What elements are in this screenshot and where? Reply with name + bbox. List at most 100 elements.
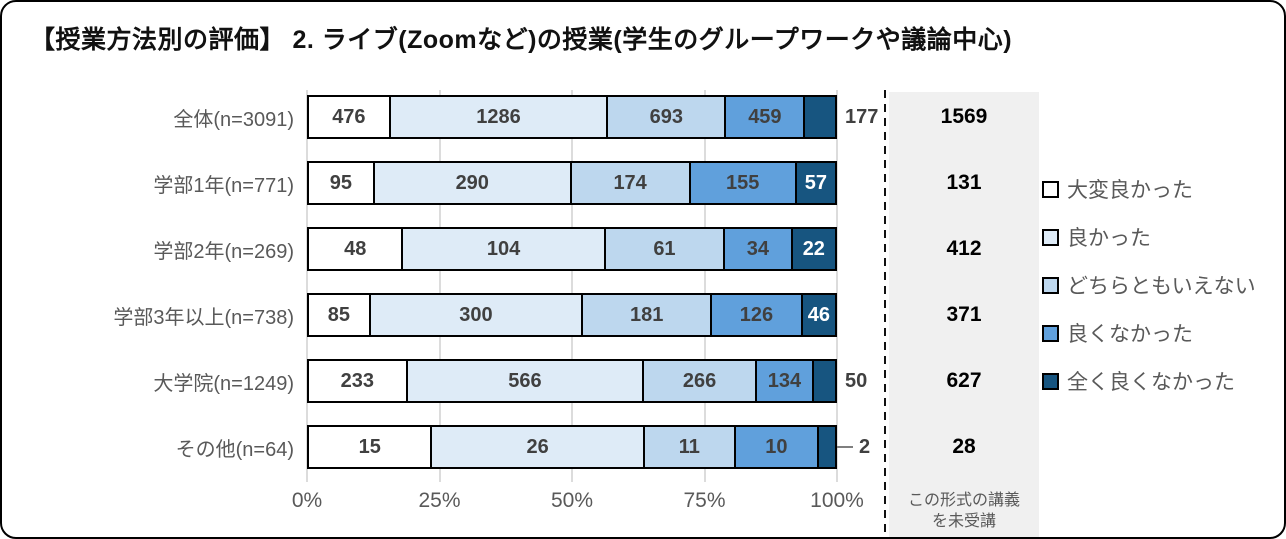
bar-value: 290: [455, 171, 489, 194]
legend-item: 全く良くなかった: [1042, 369, 1235, 394]
axis-tick-label: 25%: [418, 489, 461, 512]
gridline: [306, 90, 308, 482]
bar-value: 57: [804, 171, 827, 194]
gridline: [571, 90, 573, 482]
bar-value: 566: [508, 369, 542, 392]
bar-track: 85 300 181 126 46: [307, 293, 837, 337]
bar-segment: 693: [608, 95, 727, 139]
bar-segment: 46: [802, 293, 837, 337]
bar-row: 学部1年(n=771) 95 290 174 155 57: [2, 161, 1284, 205]
bar-segment: 134: [756, 359, 815, 403]
bar-track: 233 566 266 134 50: [307, 359, 867, 403]
bar-value: 174: [613, 171, 647, 194]
bar-value: 693: [649, 105, 684, 128]
unattended-panel: [889, 92, 1039, 537]
bar-value: 15: [358, 435, 381, 458]
row-label: 学部3年以上(n=738): [113, 306, 294, 329]
row-label: 学部2年(n=269): [153, 240, 294, 263]
bar-segment: 10: [735, 425, 819, 469]
gridline: [836, 90, 838, 482]
bar-segment: 34: [725, 227, 793, 271]
unattended-value: 412: [946, 237, 982, 260]
bar-segment: 566: [407, 359, 645, 403]
bar-value: 48: [344, 237, 367, 260]
bar-value: 34: [746, 237, 770, 260]
bar-row: 学部2年(n=269) 48 104 61 34 22: [2, 227, 1284, 271]
axis-tick-label: 100%: [810, 489, 864, 512]
axis-tick-label: 75%: [683, 489, 726, 512]
unattended-caption-line2: を未受講: [931, 513, 996, 530]
bar-row: 大学院(n=1249) 233 566 266 134 50: [2, 359, 1284, 403]
row-label: 大学院(n=1249): [153, 372, 294, 395]
unattended-caption: この形式の講義 を未受講: [889, 490, 1039, 532]
bar-value: 50: [845, 369, 868, 392]
bar-segment: [814, 359, 837, 403]
bar-segment: 266: [644, 359, 757, 403]
bar-value: 85: [327, 303, 350, 326]
unattended-caption-line1: この形式の講義: [907, 492, 1020, 509]
legend-label: 全く良くなかった: [1067, 371, 1235, 394]
legend-swatch: [1042, 276, 1059, 294]
bar-value: 11: [678, 435, 700, 458]
unattended-value: 28: [952, 435, 976, 458]
bar-value: 46: [807, 303, 830, 326]
bar-value: 26: [526, 435, 549, 458]
bar-value: 177: [845, 105, 879, 128]
bar-track: 15 26 11 10 2: [307, 425, 870, 469]
bar-value: 233: [340, 369, 374, 392]
bar-value: 22: [802, 237, 825, 260]
legend-label: 良かった: [1067, 227, 1151, 250]
legend-label: どちらともいえない: [1067, 275, 1256, 298]
gridline: [438, 90, 441, 482]
bar-value: 300: [459, 303, 493, 326]
bar-value: 104: [486, 237, 521, 260]
bar-value: 1286: [476, 105, 521, 128]
legend-swatch: [1042, 324, 1059, 342]
bar-segment: 1286: [390, 95, 609, 139]
bar-value: 476: [332, 105, 366, 128]
legend-item: 良かった: [1042, 225, 1151, 250]
legend-swatch: [1042, 180, 1059, 198]
bar-segment: 104: [403, 227, 606, 271]
bar-value: 155: [725, 171, 760, 194]
bar-row: 学部3年以上(n=738) 85 300 181 126 46: [2, 293, 1284, 337]
bar-row: 全体(n=3091) 476 1286 693 459 177: [2, 95, 1284, 139]
bar-value: 266: [682, 369, 717, 392]
bar-segment: 48: [307, 227, 404, 271]
legend-label: 大変良かった: [1067, 179, 1193, 202]
bar-segment: 459: [726, 95, 806, 139]
bar-segment: 290: [374, 161, 572, 205]
bar-segment: 155: [690, 161, 797, 205]
bar-value: 181: [630, 303, 664, 326]
bar-segment: 95: [307, 161, 375, 205]
bar-value: 95: [329, 171, 353, 194]
legend-item: 大変良かった: [1042, 177, 1193, 202]
row-label: その他(n=64): [175, 438, 294, 461]
legend-item: 良くなかった: [1042, 321, 1193, 346]
axis-tick-label: 50%: [550, 489, 594, 512]
bar-segment: [818, 425, 837, 469]
legend-swatch: [1042, 228, 1059, 246]
bar-value: 134: [767, 369, 802, 392]
leader-line: [837, 446, 853, 448]
bar-segment: 22: [792, 227, 837, 271]
legend-item: どちらともいえない: [1042, 273, 1256, 298]
bar-segment: [805, 95, 837, 139]
bar-segment: 174: [571, 161, 691, 205]
bar-segment: 15: [307, 425, 433, 469]
bar-value: 61: [653, 237, 676, 260]
legend-label: 良くなかった: [1067, 323, 1193, 346]
axis-tick-label: 0%: [291, 489, 323, 512]
bar-segment: 300: [370, 293, 584, 337]
gridline: [703, 90, 706, 482]
chart-title: 【授業方法別の評価】 2. ライブ(Zoomなど)の授業(学生のグループワークや…: [30, 26, 1013, 54]
unattended-value: 131: [946, 171, 982, 194]
row-label: 学部1年(n=771): [153, 174, 294, 197]
bar-track: 48 104 61 34 22: [307, 227, 837, 271]
bar-segment: 85: [307, 293, 371, 337]
bar-row: その他(n=64) 15 26 11 10 2: [2, 425, 1284, 469]
bar-segment: 57: [796, 161, 838, 205]
bar-segment: 11: [644, 425, 736, 469]
bar-segment: 233: [307, 359, 408, 403]
